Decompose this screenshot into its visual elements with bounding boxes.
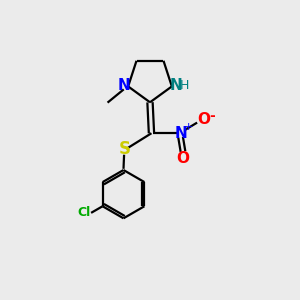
Text: Cl: Cl: [78, 206, 91, 219]
Text: +: +: [184, 122, 193, 132]
Text: N: N: [118, 78, 131, 93]
Text: O: O: [176, 151, 190, 166]
Text: H: H: [179, 79, 189, 92]
Text: S: S: [118, 140, 130, 158]
Text: -: -: [209, 109, 215, 122]
Text: N: N: [174, 126, 187, 141]
Text: O: O: [197, 112, 210, 127]
Text: N: N: [169, 78, 182, 93]
